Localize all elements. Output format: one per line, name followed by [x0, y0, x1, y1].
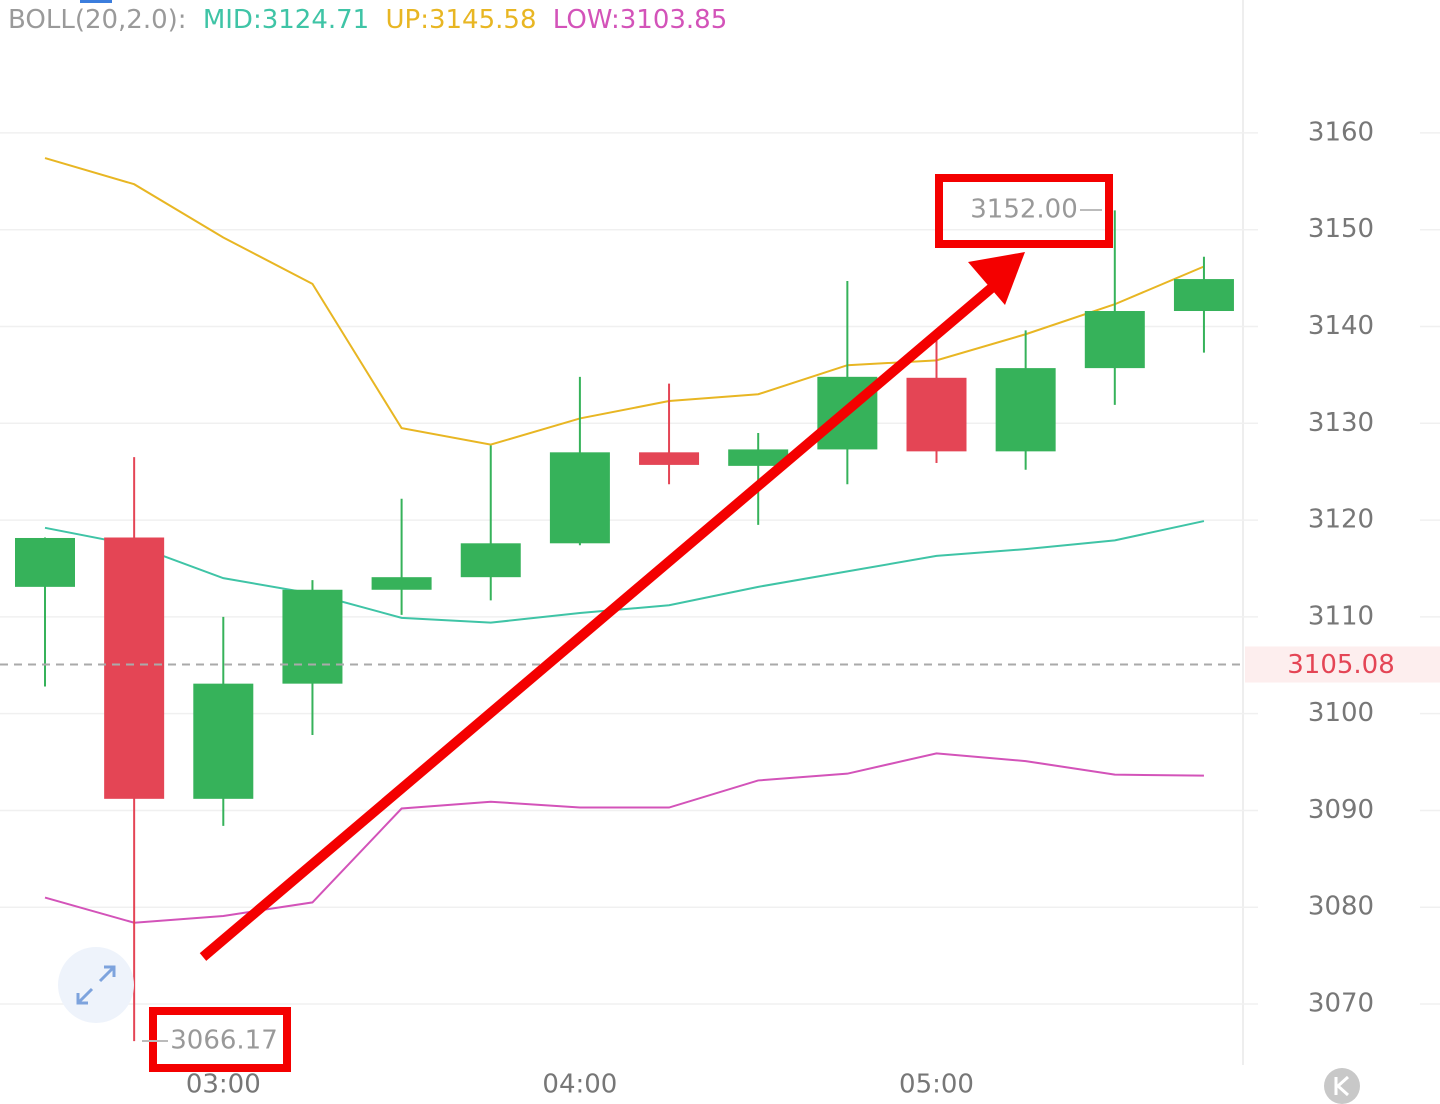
indicator-header: BOLL(20,2.0): MID:3124.71 UP:3145.58 LOW…	[8, 5, 727, 35]
boll-line	[44, 520, 1205, 624]
legend-entry: UP:3145.58	[386, 5, 537, 35]
x-tick-label: 04:00	[542, 1070, 617, 1100]
high-annotation: 3152.00	[970, 195, 1078, 225]
candle-body	[460, 543, 521, 578]
y-tick-label: 3080	[1308, 892, 1374, 922]
candle-body	[15, 537, 75, 587]
y-tick-label: 3150	[1308, 214, 1374, 244]
candle-body	[371, 577, 432, 590]
y-tick-label: 3100	[1308, 698, 1374, 728]
candle-body	[1084, 311, 1145, 369]
expand-button[interactable]	[58, 947, 134, 1023]
low-annotation: 3066.17	[170, 1026, 278, 1056]
y-tick-label: 3120	[1308, 505, 1374, 535]
legend-entry: LOW:3103.85	[553, 5, 727, 35]
y-tick-label: 3070	[1308, 989, 1374, 1019]
indicator-label: BOLL(20,2.0):	[8, 5, 187, 35]
plot: 3070 3080 3090 3100 3110 3120 3130 3140 3150 3160…	[0, 117, 1440, 1100]
y-tick-label: 3140	[1308, 311, 1374, 341]
y-tick-label: 3110	[1308, 601, 1374, 631]
k-button[interactable]	[1324, 1068, 1360, 1104]
candle-body	[995, 368, 1056, 452]
candle-body	[193, 683, 254, 799]
x-tick-label: 05:00	[899, 1070, 974, 1100]
highlight-box	[935, 174, 1113, 248]
candle-body	[282, 589, 343, 684]
boll-line	[44, 157, 1205, 446]
candle-body	[104, 537, 165, 799]
candle-body	[728, 449, 789, 466]
y-tick-label: 3130	[1308, 408, 1374, 438]
arrow-head	[968, 252, 1025, 305]
arrow-line	[199, 281, 999, 961]
candle-body	[639, 452, 700, 465]
last-price-bg	[1245, 646, 1440, 683]
highlight-box	[149, 1007, 291, 1072]
last-price-label: 3105.08	[1287, 650, 1395, 680]
scroll-indicator	[80, 0, 112, 3]
candle-body	[906, 377, 967, 452]
x-tick-label: 03:00	[186, 1070, 261, 1100]
y-tick-label: 3090	[1308, 795, 1374, 825]
candle-body	[549, 452, 610, 544]
y-tick-label: 3160	[1308, 117, 1374, 147]
boll-line	[44, 752, 1204, 924]
legend-entry: MID:3124.71	[203, 5, 369, 35]
candle-body	[1173, 279, 1234, 312]
